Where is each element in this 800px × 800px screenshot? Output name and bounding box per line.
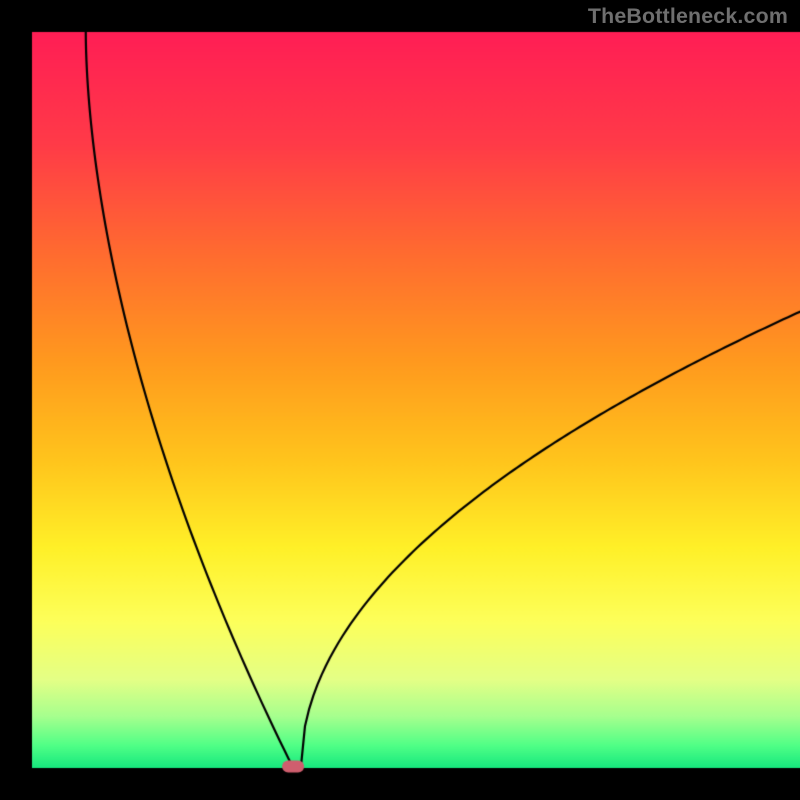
- chart-container: TheBottleneck.com: [0, 0, 800, 800]
- bottleneck-chart-canvas: [0, 0, 800, 800]
